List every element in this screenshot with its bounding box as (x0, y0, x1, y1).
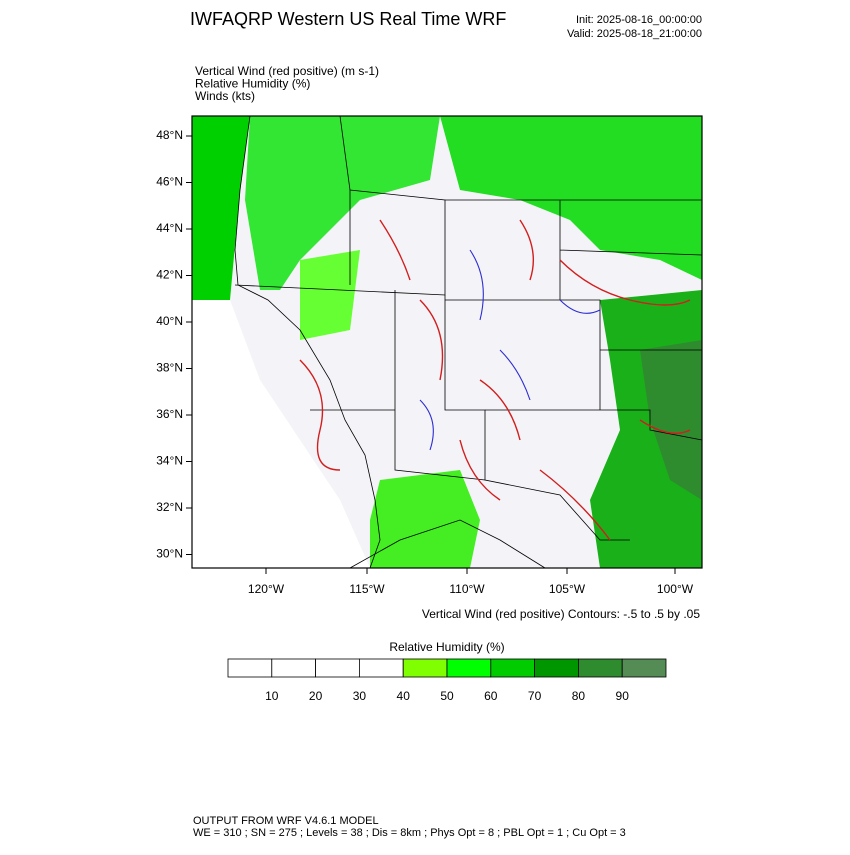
lat-label: 34°N (156, 454, 183, 468)
colorbar-box (227, 658, 273, 678)
lat-label: 42°N (156, 268, 183, 282)
map-frame (191, 115, 703, 569)
rh-area (640, 340, 702, 500)
colorbar-box (446, 658, 492, 678)
lon-label: 120°W (248, 582, 285, 596)
rh-area (440, 116, 702, 280)
colorbar-label: 10 (265, 689, 279, 703)
colorbar-label: 40 (397, 689, 411, 703)
vertical-wind-contours (299, 219, 691, 541)
init-time: Init: 2025-08-16_00:00:00 (576, 14, 702, 26)
lat-label: 36°N (156, 407, 183, 421)
lat-label: 38°N (156, 361, 183, 375)
rh-area (245, 116, 440, 290)
field-label: Relative Humidity (%) (195, 77, 310, 91)
colorbar-label: 80 (572, 689, 586, 703)
colorbar-box (621, 658, 667, 678)
colorbar: 10 20 30 40 50 60 70 80 90 (227, 658, 667, 703)
lat-label: 44°N (156, 221, 183, 235)
lon-label: 100°W (657, 582, 694, 596)
lat-label: 48°N (156, 128, 183, 142)
colorbar-box (578, 658, 623, 678)
lat-label: 40°N (156, 314, 183, 328)
vertical-wind-contours (419, 249, 601, 451)
colorbar-title: Relative Humidity (%) (389, 640, 504, 654)
lat-label: 32°N (156, 500, 183, 514)
rh-area (370, 470, 480, 568)
colorbar-label: 70 (528, 689, 542, 703)
rh-area (300, 250, 360, 340)
map (191, 115, 703, 569)
colorbar-label: 50 (440, 689, 454, 703)
colorbar-box (271, 658, 316, 678)
borders (234, 115, 703, 569)
valid-time: Valid: 2025-08-18_21:00:00 (567, 28, 702, 40)
colorbar-box (402, 658, 448, 678)
field-label: Winds (kts) (195, 89, 255, 103)
colorbar-label: 90 (616, 689, 630, 703)
lon-label: 110°W (449, 582, 485, 596)
ocean (192, 300, 370, 568)
title: IWFAQRP Western US Real Time WRF (190, 9, 506, 29)
colorbar-label: 60 (484, 689, 498, 703)
colorbar-box (534, 658, 579, 678)
footer-line: OUTPUT FROM WRF V4.6.1 MODEL (193, 815, 379, 827)
colorbar-box (315, 658, 360, 678)
map-axes: 48°N 46°N 44°N 42°N 40°N 38°N 36°N 34°N 32°N 30°N… (156, 128, 694, 596)
lon-label: 105°W (549, 582, 586, 596)
lon-label: 115°W (349, 582, 385, 596)
colorbar-label: 20 (309, 689, 323, 703)
lat-label: 46°N (156, 175, 183, 189)
rh-area (192, 116, 250, 300)
colorbar-box (358, 658, 404, 678)
footer-line: WE = 310 ; SN = 275 ; Levels = 38 ; Dis … (193, 827, 626, 839)
field-list: Vertical Wind (red positive) (m s-1)Rela… (195, 64, 379, 103)
field-label: Vertical Wind (red positive) (m s-1) (195, 64, 379, 78)
contour-note: Vertical Wind (red positive) Contours: -… (422, 607, 700, 621)
colorbar-box (490, 658, 535, 678)
colorbar-label: 30 (353, 689, 367, 703)
lat-label: 30°N (156, 547, 183, 561)
